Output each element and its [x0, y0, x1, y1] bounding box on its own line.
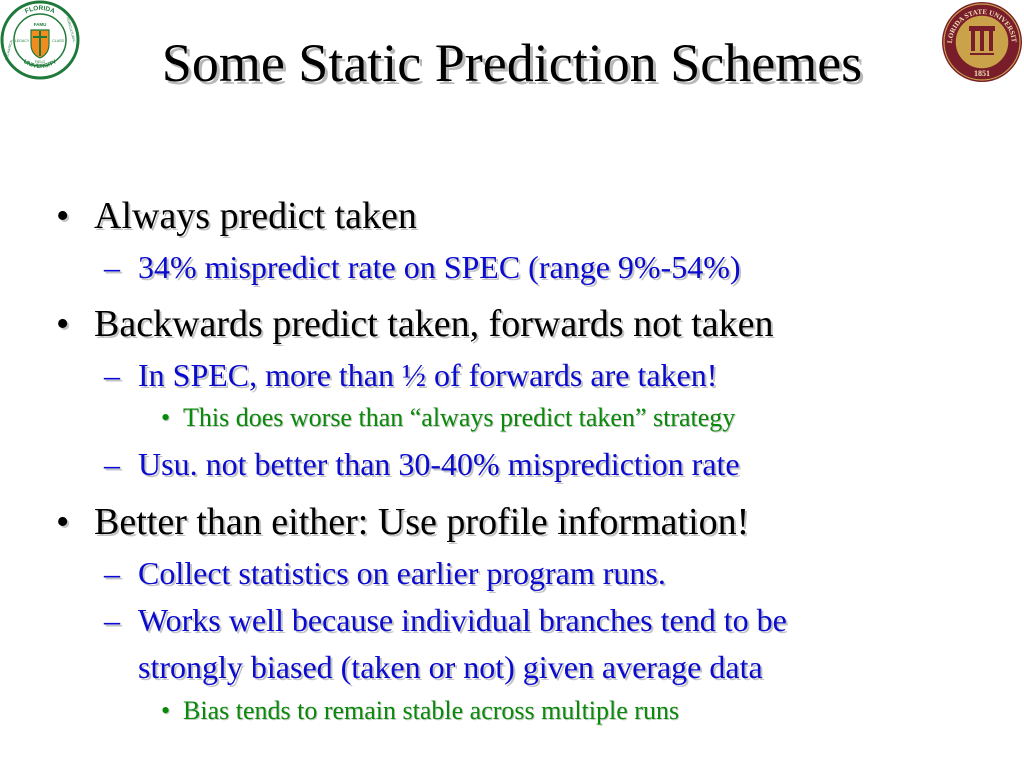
bullet-text: Usu. not better than 30-40% mispredictio… [138, 446, 740, 482]
dash-marker: – [104, 555, 120, 591]
bullet-level2-collect-statistics: – Collect statistics on earlier program … [104, 554, 666, 592]
slide-title: Some Static Prediction Schemes [161, 33, 863, 93]
svg-text:LEGACY: LEGACY [15, 39, 30, 43]
bullet-text: 34% mispredict rate on SPEC (range 9%-54… [138, 249, 741, 285]
bullet-text: Works well because individual branches t… [138, 602, 787, 638]
bullet-level1-backwards-forwards: • Backwards predict taken, forwards not … [56, 302, 774, 346]
bullet-text: In SPEC, more than ½ of forwards are tak… [138, 357, 718, 393]
bullet-marker: • [161, 696, 171, 725]
svg-text:AGRICULTURAL: AGRICULTURAL [66, 17, 77, 43]
svg-text:FIELD: FIELD [35, 60, 46, 64]
bullet-text: Collect statistics on earlier program ru… [138, 555, 666, 591]
bullet-level1-profile-information: • Better than either: Use profile inform… [56, 500, 750, 544]
bullet-text: Bias tends to remain stable across multi… [183, 696, 680, 725]
svg-text:1851: 1851 [974, 69, 990, 78]
bullet-marker: • [161, 403, 171, 432]
bullet-text: Better than either: Use profile informat… [94, 501, 750, 543]
bullet-level2-works-well: – Works well because individual branches… [104, 601, 787, 639]
bullet-level2-not-better: – Usu. not better than 30-40% mispredict… [104, 445, 740, 483]
bullet-marker: • [56, 303, 70, 345]
bullet-level2-mispredict-rate: – 34% mispredict rate on SPEC (range 9%-… [104, 248, 741, 286]
bullet-level2-works-well-continuation: strongly biased (taken or not) given ave… [138, 648, 763, 686]
dash-marker: – [104, 357, 120, 393]
bullet-marker: • [56, 501, 70, 543]
bullet-text: This does worse than “always predict tak… [183, 403, 736, 432]
dash-marker: – [104, 249, 120, 285]
bullet-level3-bias-stable: • Bias tends to remain stable across mul… [161, 696, 680, 726]
bullet-marker: • [56, 195, 70, 237]
famu-seal-logo: FLORIDA UNIVERSITY FAMU LEGACY CLASS FIE… [0, 0, 80, 80]
fsu-seal-logo: FLORIDA STATE UNIVERSITY 1851 [940, 0, 1022, 82]
svg-text:UNIVERSITY: UNIVERSITY [22, 59, 58, 70]
bullet-level3-does-worse: • This does worse than “always predict t… [161, 403, 736, 433]
svg-text:FAMU: FAMU [34, 22, 47, 27]
dash-marker: – [104, 602, 120, 638]
svg-text:MECHANICAL: MECHANICAL [4, 38, 14, 61]
svg-text:CLASS: CLASS [52, 39, 64, 43]
bullet-level2-spec-forwards-taken: – In SPEC, more than ½ of forwards are t… [104, 356, 718, 394]
bullet-text: Always predict taken [94, 195, 417, 237]
bullet-level1-always-predict-taken: • Always predict taken [56, 194, 417, 238]
dash-marker: – [104, 446, 120, 482]
svg-text:FLORIDA: FLORIDA [24, 5, 56, 15]
bullet-text: strongly biased (taken or not) given ave… [138, 649, 763, 685]
bullet-text: Backwards predict taken, forwards not ta… [94, 303, 774, 345]
